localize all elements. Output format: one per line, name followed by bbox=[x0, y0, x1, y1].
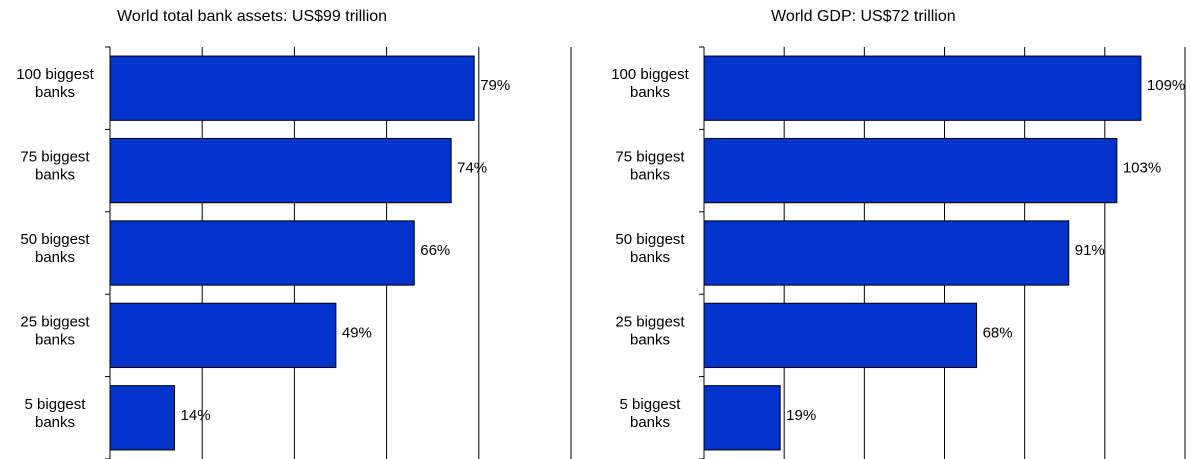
category-label: 75 biggest banks bbox=[615, 149, 685, 184]
data-label: 14% bbox=[181, 407, 211, 424]
category-label: 100 biggest banks bbox=[611, 66, 689, 101]
chart-plot: 109% 100 biggest banks 103% 75 biggest banks 9… bbox=[611, 46, 1186, 459]
data-label: 74% bbox=[457, 160, 487, 177]
category-label: 100 biggest banks bbox=[16, 66, 94, 101]
data-label: 66% bbox=[420, 242, 450, 259]
data-label: 68% bbox=[983, 324, 1013, 341]
bar bbox=[703, 137, 1118, 204]
chart-title: World GDP: US$72 trillion bbox=[771, 8, 956, 25]
category-label: 75 biggest banks bbox=[20, 149, 90, 184]
chart-title: World total bank assets: US$99 trillion bbox=[117, 8, 388, 25]
bar bbox=[703, 55, 1142, 121]
chart-world-gdp: World GDP: US$72 trillion 109% 100 bigges… bbox=[595, 0, 1191, 459]
category-label: 25 biggest banks bbox=[20, 313, 90, 348]
category-label: 50 biggest banks bbox=[615, 231, 685, 266]
category-label: 5 biggest banks bbox=[620, 396, 682, 431]
data-label: 49% bbox=[342, 324, 372, 341]
data-label: 19% bbox=[786, 407, 816, 424]
data-label: 79% bbox=[480, 77, 510, 94]
category-label: 25 biggest banks bbox=[615, 313, 685, 348]
bar bbox=[109, 385, 176, 451]
bar bbox=[109, 137, 452, 204]
bar bbox=[109, 55, 475, 121]
chart-bank-assets: World total bank assets: US$99 trillion … bbox=[0, 0, 590, 459]
data-label: 103% bbox=[1123, 160, 1161, 177]
category-label: 5 biggest banks bbox=[25, 396, 87, 431]
bar bbox=[703, 220, 1070, 286]
category-label: 50 biggest banks bbox=[20, 231, 90, 266]
data-label: 109% bbox=[1147, 77, 1185, 94]
bar bbox=[703, 385, 781, 451]
bar bbox=[109, 302, 337, 369]
bar bbox=[703, 302, 978, 369]
bar bbox=[109, 220, 415, 286]
chart-plot: 79% 100 biggest banks 74% 75 biggest banks 66%… bbox=[16, 46, 572, 459]
data-label: 91% bbox=[1075, 242, 1105, 259]
